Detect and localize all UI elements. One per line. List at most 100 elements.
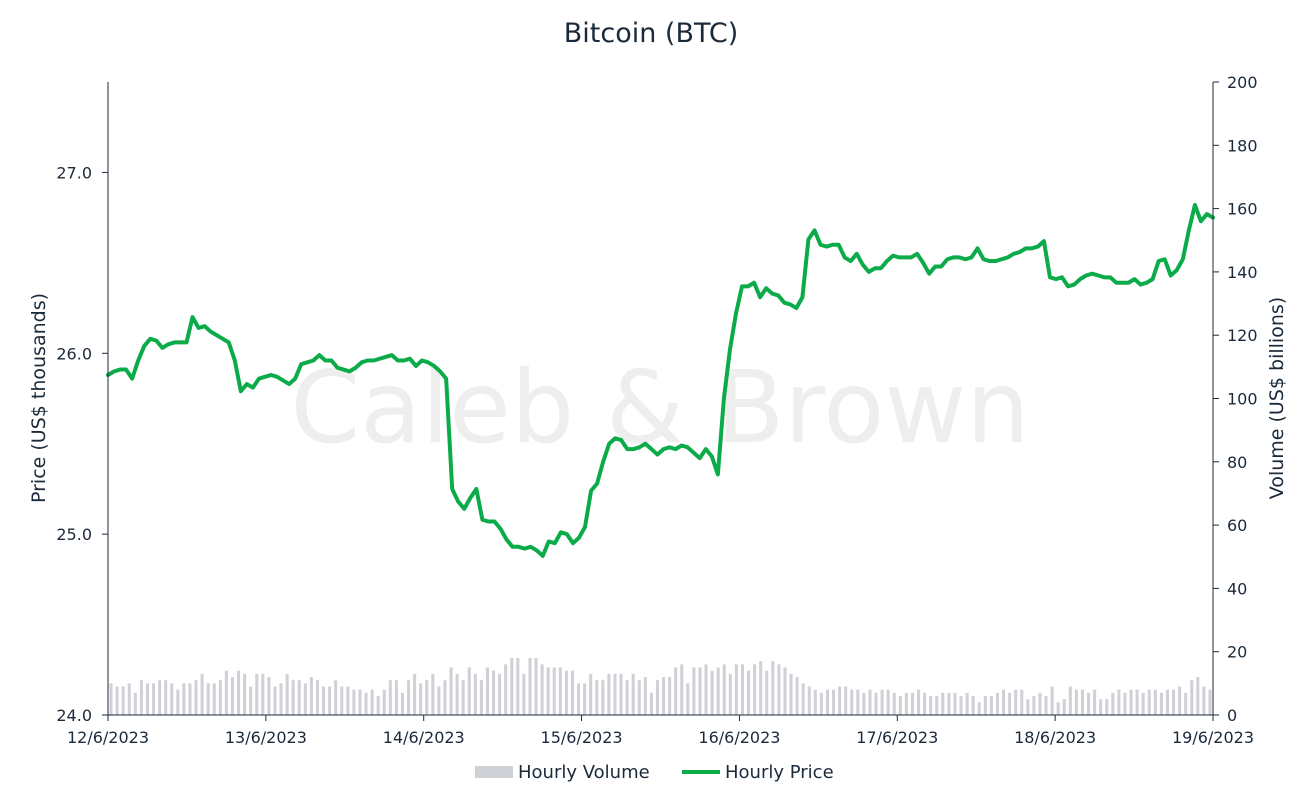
volume-bar [1202, 686, 1206, 715]
volume-bar [1159, 692, 1163, 715]
volume-bar [158, 680, 162, 715]
volume-bar [613, 673, 617, 715]
volume-bar [152, 683, 156, 715]
volume-bar [510, 658, 514, 715]
volume-bar [1032, 696, 1036, 715]
volume-bar [898, 696, 902, 715]
volume-bar [255, 673, 259, 715]
x-tick-label: 16/6/2023 [698, 728, 780, 747]
volume-bar [637, 680, 641, 715]
volume-bar [728, 673, 732, 715]
volume-bar [662, 677, 666, 715]
volume-bar [589, 673, 593, 715]
legend: Hourly Volume Hourly Price [475, 762, 834, 783]
left-tick-label: 26.0 [56, 344, 92, 363]
volume-bar [904, 692, 908, 715]
volume-bar [492, 670, 496, 715]
volume-bar [917, 689, 921, 715]
volume-bar [643, 677, 647, 715]
volume-bar [145, 683, 149, 715]
volume-bar [139, 680, 143, 715]
volume-bar [710, 670, 714, 715]
volume-bar [747, 670, 751, 715]
volume-bar [212, 683, 216, 715]
left-tick-label: 25.0 [56, 525, 92, 544]
volume-bar [1026, 699, 1030, 715]
volume-bar [1068, 686, 1072, 715]
volume-bar [619, 673, 623, 715]
volume-bar [1002, 689, 1006, 715]
volume-bar [413, 673, 417, 715]
volume-bar [1165, 689, 1169, 715]
right-ticks: 0 20 40 60 80 100 120 140 160 180 200 [1213, 73, 1258, 725]
x-tick-label: 13/6/2023 [225, 728, 307, 747]
volume-bar [759, 661, 763, 715]
volume-bar [109, 683, 113, 715]
volume-bar [892, 692, 896, 715]
volume-bar [449, 667, 453, 715]
volume-bar [340, 686, 344, 715]
volume-bar [1062, 699, 1066, 715]
volume-bar [734, 664, 738, 715]
x-ticks: 12/6/2023 13/6/2023 14/6/2023 15/6/2023 16/6… [67, 715, 1254, 747]
volume-bar [291, 680, 295, 715]
volume-bar [1111, 692, 1115, 715]
volume-bar [1184, 692, 1188, 715]
volume-bar [558, 667, 562, 715]
right-tick-label: 60 [1227, 516, 1247, 535]
volume-bar [249, 686, 253, 715]
volume-bar [425, 680, 429, 715]
volume-bar [182, 683, 186, 715]
volume-bar [825, 689, 829, 715]
volume-bar [218, 680, 222, 715]
volume-bar [237, 670, 241, 715]
volume-bar [686, 683, 690, 715]
volume-bar [267, 677, 271, 715]
left-axis-label: Price (US$ thousands) [28, 293, 50, 503]
volume-bar [127, 683, 131, 715]
volume-bar [947, 692, 951, 715]
legend-label-volume: Hourly Volume [518, 762, 650, 783]
legend-swatch-volume [475, 766, 513, 778]
volume-bar [1172, 689, 1176, 715]
volume-bar [801, 683, 805, 715]
volume-bar [625, 680, 629, 715]
volume-bar [1020, 689, 1024, 715]
volume-bar [777, 664, 781, 715]
volume-bar [297, 680, 301, 715]
right-tick-label: 20 [1227, 643, 1247, 662]
volume-bar [838, 686, 842, 715]
volume-bar [309, 677, 313, 715]
volume-bar [194, 680, 198, 715]
volume-bar [862, 692, 866, 715]
volume-bar [1135, 689, 1139, 715]
volume-bar [971, 696, 975, 715]
volume-bar [832, 689, 836, 715]
volume-bar [753, 664, 757, 715]
volume-bar [789, 673, 793, 715]
volume-bar [279, 683, 283, 715]
volume-bar [783, 667, 787, 715]
volume-bar [1208, 689, 1212, 715]
right-axis-label: Volume (US$ billions) [1266, 297, 1288, 499]
price-line [106, 202, 1215, 558]
volume-bar [1044, 696, 1048, 715]
volume-bar [1014, 689, 1018, 715]
volume-bar [880, 689, 884, 715]
price-line-group [106, 202, 1215, 558]
volume-bar [370, 689, 374, 715]
volume-bar [534, 658, 538, 715]
volume-bar [522, 673, 526, 715]
volume-bar [461, 680, 465, 715]
volume-bar [977, 702, 981, 715]
volume-bar [989, 696, 993, 715]
volume-bar [504, 664, 508, 715]
volume-bar [467, 667, 471, 715]
right-tick-label: 200 [1227, 73, 1258, 92]
volume-bar [1178, 686, 1182, 715]
volume-bar [1190, 680, 1194, 715]
volume-bars [109, 658, 1212, 715]
volume-bar [965, 692, 969, 715]
x-tick-label: 19/6/2023 [1172, 728, 1254, 747]
right-tick-label: 140 [1227, 263, 1258, 282]
